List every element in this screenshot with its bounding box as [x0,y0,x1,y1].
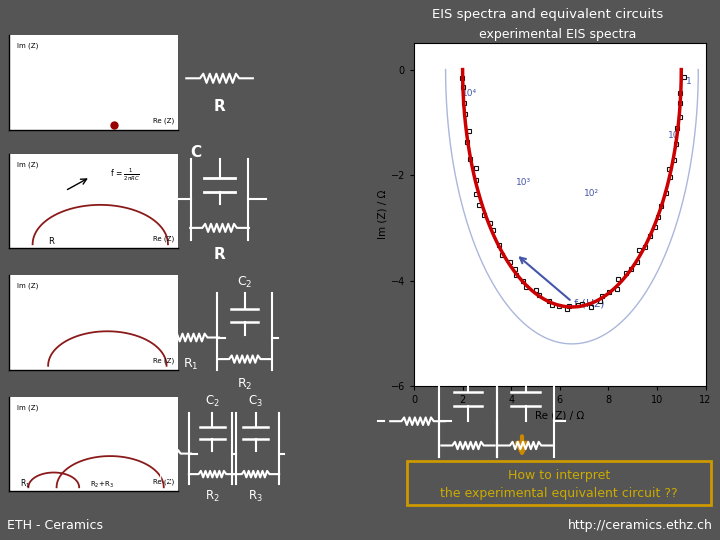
Text: the experimental equivalent circuit ??: the experimental equivalent circuit ?? [440,488,678,501]
Text: R$_3$: R$_3$ [248,489,263,504]
Text: ETH - Ceramics: ETH - Ceramics [7,519,103,532]
Text: R$_2$: R$_2$ [237,377,253,392]
Text: 1: 1 [685,77,691,86]
Text: C: C [191,145,202,160]
Text: C$_2$: C$_2$ [237,275,253,290]
Text: 10²: 10² [584,189,599,198]
Text: R$_1$: R$_1$ [20,478,31,490]
Text: f = $\frac{1}{2\pi RC}$: f = $\frac{1}{2\pi RC}$ [110,166,140,183]
Text: How to interpret: How to interpret [508,469,611,482]
FancyBboxPatch shape [407,461,711,505]
Text: Re (Z): Re (Z) [153,357,174,364]
Text: R: R [214,99,225,114]
Text: C$_2$: C$_2$ [205,394,220,409]
Text: 10⁴: 10⁴ [462,89,477,98]
Text: R: R [214,247,225,262]
Text: 10³: 10³ [516,179,531,187]
Text: R: R [48,237,54,246]
Text: 10: 10 [668,131,680,140]
X-axis label: Re (Z) / Ω: Re (Z) / Ω [535,411,585,421]
Text: R$_2$+R$_3$: R$_2$+R$_3$ [90,480,114,490]
Text: Im (Z): Im (Z) [17,161,38,168]
Text: Im (Z): Im (Z) [17,283,38,289]
Text: R$_1$: R$_1$ [158,470,173,485]
Text: C$_3$: C$_3$ [248,394,263,409]
Text: http://ceramics.ethz.ch: http://ceramics.ethz.ch [568,519,713,532]
Text: Re (Z): Re (Z) [153,117,174,124]
Text: R$_2$: R$_2$ [205,489,220,504]
Text: f (Hz): f (Hz) [574,299,604,309]
Text: Im (Z): Im (Z) [17,43,38,49]
Text: Im (Z): Im (Z) [17,404,38,411]
Text: R$_1$: R$_1$ [183,356,199,372]
Text: Re (Z): Re (Z) [153,479,174,485]
Text: EIS spectra and equivalent circuits: EIS spectra and equivalent circuits [431,8,663,22]
Y-axis label: Im (Z) / Ω: Im (Z) / Ω [378,190,388,239]
Text: experimental EIS spectra: experimental EIS spectra [480,28,636,40]
Text: Re (Z): Re (Z) [153,236,174,242]
